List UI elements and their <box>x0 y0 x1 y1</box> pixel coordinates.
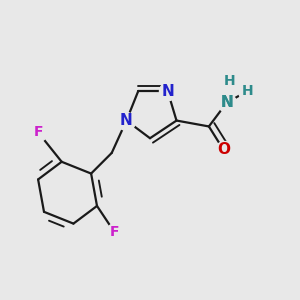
Text: N: N <box>220 95 233 110</box>
Text: N: N <box>161 84 174 99</box>
Text: H: H <box>242 84 253 98</box>
Text: F: F <box>110 225 119 239</box>
Text: H: H <box>224 74 235 88</box>
Text: F: F <box>33 125 43 139</box>
Text: N: N <box>120 113 133 128</box>
Text: N: N <box>220 95 233 110</box>
Text: O: O <box>217 142 230 158</box>
